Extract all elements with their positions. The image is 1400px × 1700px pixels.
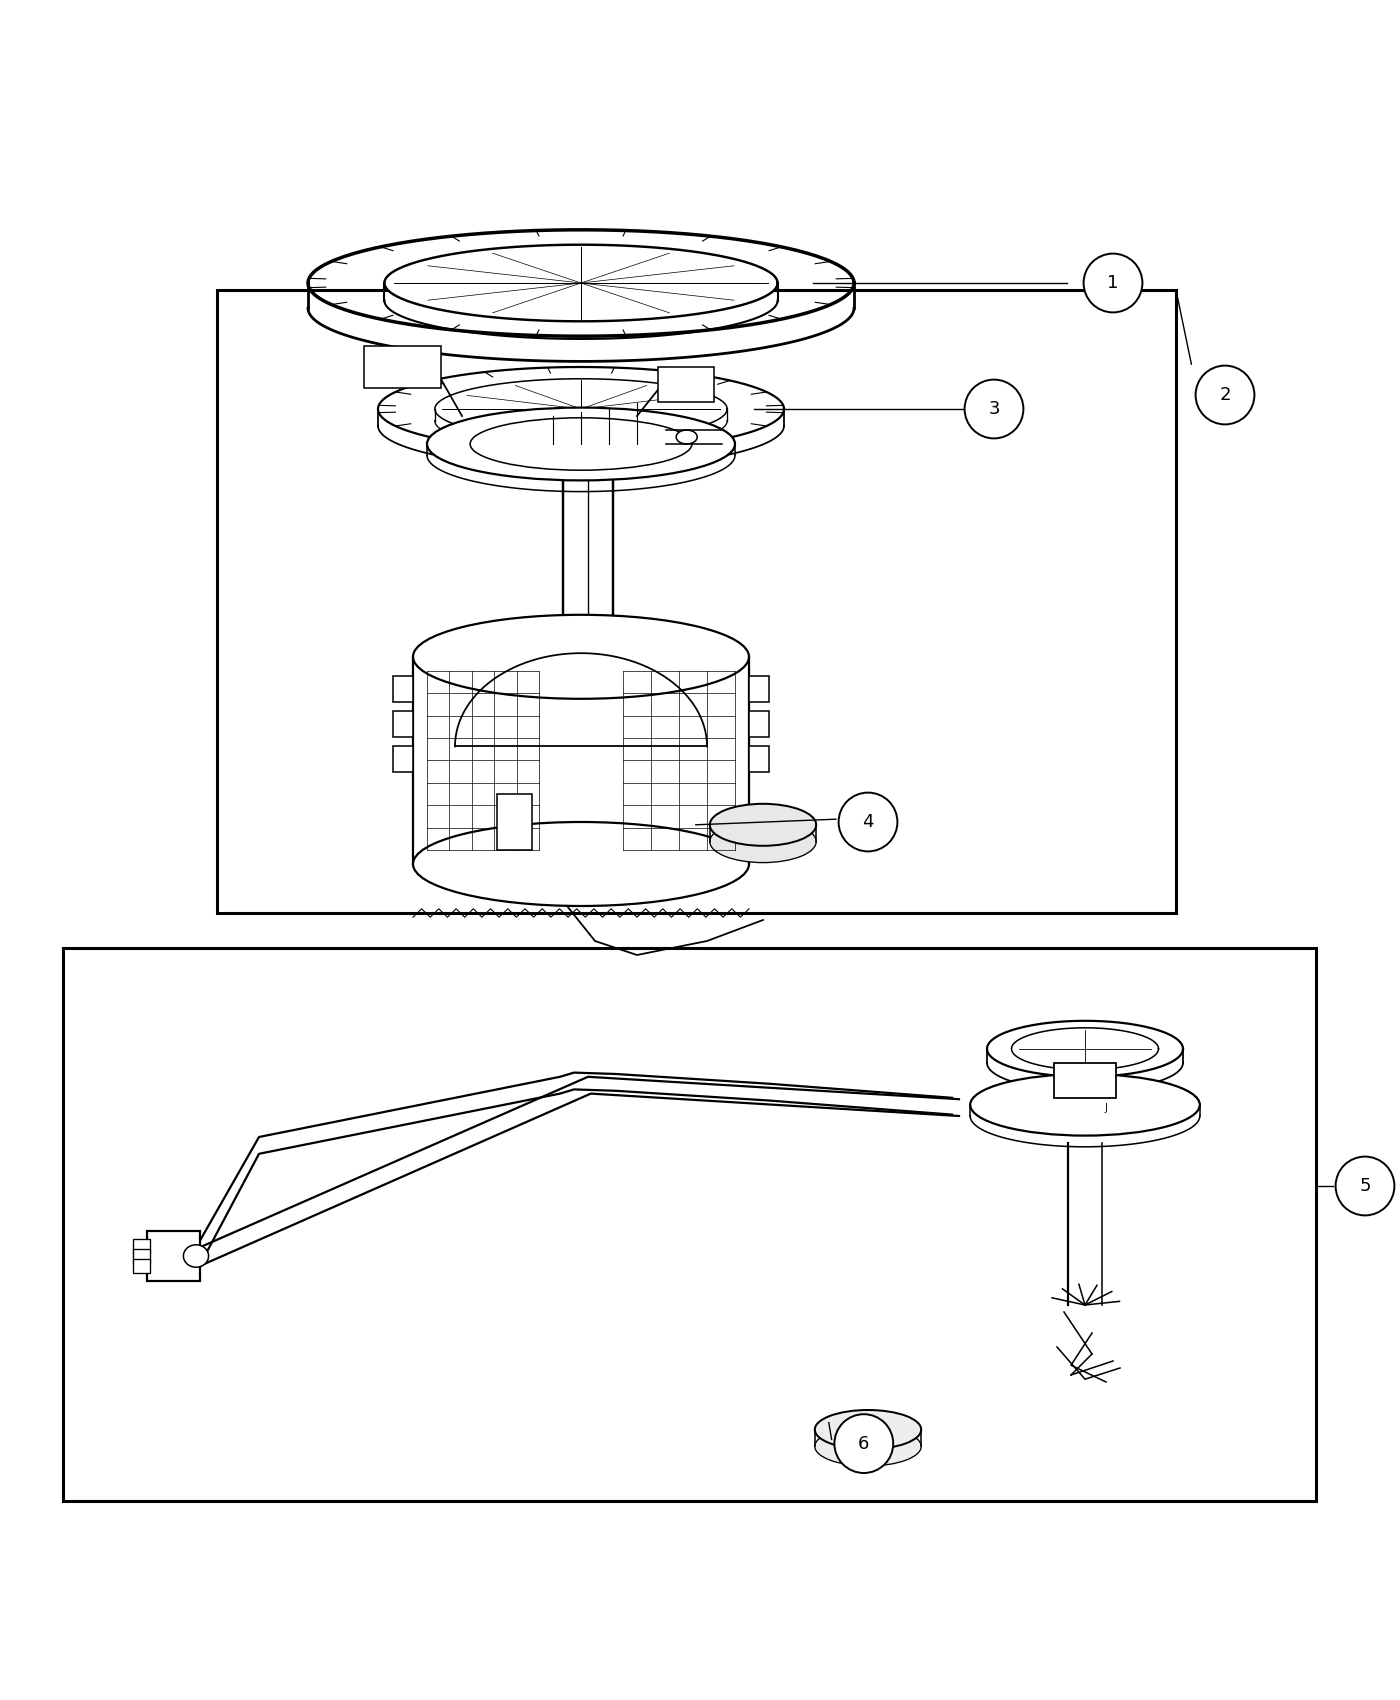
Ellipse shape <box>815 1426 921 1465</box>
Text: 2: 2 <box>1219 386 1231 405</box>
Ellipse shape <box>385 245 777 321</box>
Bar <box>749 677 769 702</box>
Text: 3: 3 <box>988 400 1000 418</box>
Ellipse shape <box>435 379 727 439</box>
Text: 1: 1 <box>1107 274 1119 292</box>
Bar <box>658 367 714 401</box>
Bar <box>497 794 532 850</box>
Circle shape <box>834 1414 893 1472</box>
Ellipse shape <box>710 821 816 862</box>
Bar <box>393 677 413 702</box>
Ellipse shape <box>815 1409 921 1448</box>
Circle shape <box>1336 1156 1394 1215</box>
Ellipse shape <box>970 1074 1200 1136</box>
Bar <box>364 347 441 388</box>
Text: 5: 5 <box>1359 1176 1371 1195</box>
Circle shape <box>1084 253 1142 313</box>
Ellipse shape <box>676 430 697 444</box>
Ellipse shape <box>427 408 735 481</box>
Text: 6: 6 <box>858 1435 869 1452</box>
Bar <box>63 949 1316 1501</box>
Bar <box>749 746 769 772</box>
Text: 4: 4 <box>862 813 874 831</box>
Text: J: J <box>1105 1103 1107 1112</box>
Bar <box>147 1231 200 1282</box>
Bar <box>217 291 1176 913</box>
Bar <box>1054 1062 1116 1098</box>
Bar <box>133 1239 150 1253</box>
Circle shape <box>1196 366 1254 425</box>
Ellipse shape <box>183 1244 209 1266</box>
Circle shape <box>839 792 897 852</box>
Bar <box>393 746 413 772</box>
Ellipse shape <box>710 804 816 847</box>
Bar <box>393 711 413 736</box>
Bar <box>133 1258 150 1273</box>
Ellipse shape <box>413 823 749 906</box>
Bar <box>133 1250 150 1263</box>
Ellipse shape <box>413 615 749 699</box>
Circle shape <box>965 379 1023 439</box>
Ellipse shape <box>470 418 692 471</box>
Bar <box>749 711 769 736</box>
